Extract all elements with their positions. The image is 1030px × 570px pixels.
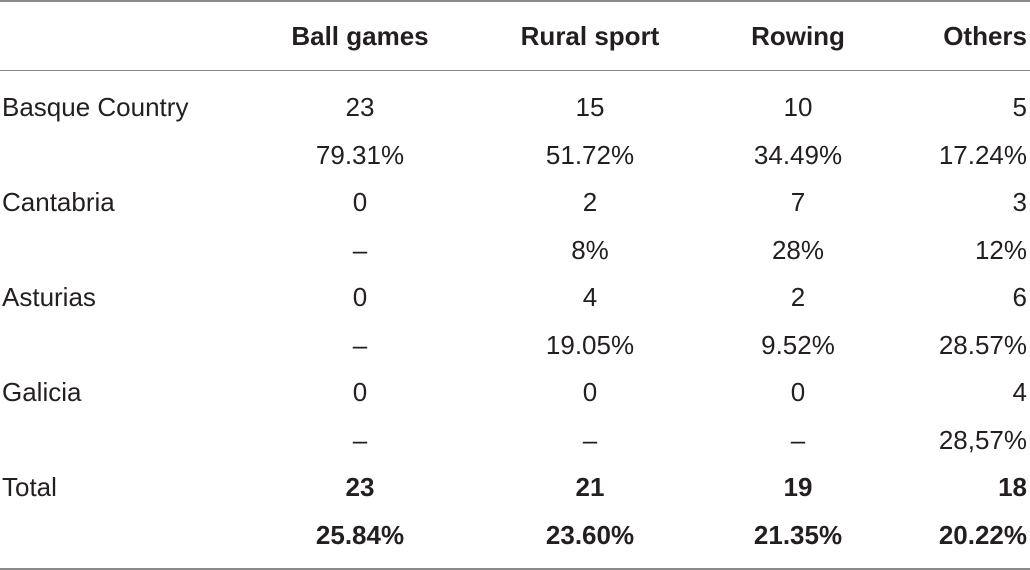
table-row-cantabria-percents: – 8% 28% 12% [0, 226, 1030, 274]
table-cell: 51.72% [545, 140, 635, 170]
column-header-rowing: Rowing [751, 21, 845, 51]
table-cell: 19 [783, 472, 813, 502]
table-row-total-counts: Total 23 21 19 18 [0, 463, 1030, 511]
table-cell: 21.35% [753, 520, 843, 550]
table-cell: 10 [783, 92, 813, 122]
table-cell: 6 [1012, 282, 1027, 312]
table-row-basque-country-counts: Basque Country 23 15 10 5 [0, 83, 1030, 131]
table-row-basque-country-percents: 79.31% 51.72% 34.49% 17.24% [0, 131, 1030, 179]
table-cell: 0 [582, 377, 598, 407]
header-row: Ball games Rural sport Rowing Others [0, 12, 1030, 60]
table-cell: 23.60% [545, 520, 635, 550]
table-cell: 2 [790, 282, 806, 312]
table-cell: 2 [582, 187, 598, 217]
table-cell: 0 [352, 282, 368, 312]
table-cell: 12% [974, 235, 1027, 265]
table-cell: 20.22% [938, 520, 1027, 550]
table-cell: – [352, 425, 368, 455]
bottom-rule [0, 568, 1030, 570]
table-cell: 9.52% [761, 330, 835, 360]
table-cell: 8% [571, 235, 609, 265]
row-label: Basque Country [2, 92, 189, 122]
table-cell: 23 [345, 92, 375, 122]
table-cell: – [352, 235, 368, 265]
table-cell: 4 [582, 282, 598, 312]
table-row-galicia-counts: Galicia 0 0 0 4 [0, 368, 1030, 416]
table-row-total-percents: 25.84% 23.60% 21.35% 20.22% [0, 511, 1030, 559]
table-cell: 23 [345, 472, 375, 502]
table-cell: 25.84% [315, 520, 405, 550]
top-rule [0, 0, 1030, 2]
header-rule [0, 70, 1030, 71]
table-cell: – [582, 425, 598, 455]
table-cell: 34.49% [753, 140, 843, 170]
table-row-cantabria-counts: Cantabria 0 2 7 3 [0, 178, 1030, 226]
row-label: Cantabria [2, 187, 115, 217]
table-cell: 5 [1012, 92, 1027, 122]
row-label: Galicia [2, 377, 82, 407]
column-header-ball-games: Ball games [291, 21, 429, 51]
table-cell: 28.57% [938, 330, 1027, 360]
table-cell: – [790, 425, 806, 455]
table-cell: 17.24% [938, 140, 1027, 170]
table-cell: 21 [575, 472, 605, 502]
table-cell: 15 [575, 92, 605, 122]
table-cell: 28% [771, 235, 825, 265]
table-row-galicia-percents: – – – 28,57% [0, 416, 1030, 464]
table-cell: 4 [1012, 377, 1027, 407]
column-header-others: Others [943, 21, 1027, 51]
table-cell: – [352, 330, 368, 360]
table-cell: 0 [352, 187, 368, 217]
table-cell: 3 [1012, 187, 1027, 217]
table-cell: 79.31% [315, 140, 405, 170]
row-label: Total [2, 472, 57, 502]
table-cell: 18 [998, 472, 1027, 502]
table-row-asturias-counts: Asturias 0 4 2 6 [0, 273, 1030, 321]
table-row-asturias-percents: – 19.05% 9.52% 28.57% [0, 321, 1030, 369]
table-cell: 7 [790, 187, 806, 217]
table-cell: 0 [352, 377, 368, 407]
row-label: Asturias [2, 282, 96, 312]
column-header-rural-sport: Rural sport [520, 21, 660, 51]
table-cell: 28,57% [938, 425, 1027, 455]
table-cell: 19.05% [545, 330, 635, 360]
table-cell: 0 [790, 377, 806, 407]
